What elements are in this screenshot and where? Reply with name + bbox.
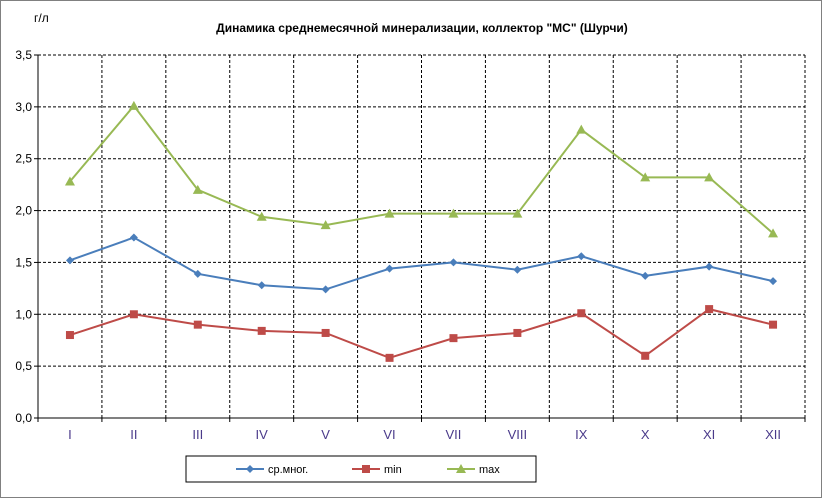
chart-title: Динамика среднемесячной минерализации, к… — [216, 21, 628, 35]
x-tick-label: X — [641, 427, 650, 442]
y-tick-label: 2,5 — [15, 152, 32, 166]
x-tick-label: V — [321, 427, 330, 442]
data-point-2 — [768, 228, 779, 238]
data-point-1 — [577, 309, 586, 318]
data-point-1 — [129, 310, 138, 319]
data-point-2 — [320, 220, 331, 230]
x-tick-label: XI — [703, 427, 715, 442]
series-line-1 — [69, 308, 774, 359]
data-point-1 — [769, 320, 778, 329]
data-point-2 — [192, 184, 203, 194]
data-point-1 — [641, 351, 650, 360]
data-point-1 — [513, 328, 522, 337]
data-point-0 — [257, 281, 266, 290]
data-point-0 — [65, 256, 74, 265]
data-point-1 — [65, 331, 74, 340]
legend-label-0: ср.мног. — [268, 464, 308, 476]
data-point-2 — [704, 172, 715, 182]
data-point-1 — [193, 320, 202, 329]
x-tick-label: XII — [765, 427, 781, 442]
x-tick-label: I — [68, 427, 72, 442]
y-axis-label: г/л — [34, 11, 49, 25]
data-point-0 — [513, 265, 522, 274]
x-tick-label: IX — [575, 427, 588, 442]
x-tick-label: IV — [256, 427, 269, 442]
data-point-0 — [321, 285, 330, 294]
data-point-1 — [321, 328, 330, 337]
data-point-0 — [769, 277, 778, 286]
y-tick-label: 2,0 — [15, 204, 32, 218]
data-point-2 — [256, 211, 267, 221]
data-point-0 — [193, 269, 202, 278]
data-point-0 — [385, 264, 394, 273]
y-tick-label: 3,0 — [15, 100, 32, 114]
data-point-2 — [448, 208, 459, 218]
series-line-0 — [69, 236, 774, 291]
data-point-2 — [384, 208, 395, 218]
data-point-0 — [705, 262, 714, 271]
legend-marker-1 — [362, 465, 370, 473]
data-point-2 — [512, 208, 523, 218]
grid-layer — [38, 54, 806, 418]
data-point-2 — [576, 124, 587, 134]
y-tick-label: 0,5 — [15, 359, 32, 373]
data-point-1 — [449, 334, 458, 343]
data-point-1 — [705, 305, 714, 314]
series-layer — [64, 100, 779, 362]
axis-layer: 0,00,51,01,52,02,53,03,5I II III IV V VI VII VI… — [15, 48, 806, 442]
data-point-0 — [129, 233, 138, 242]
x-tick-label: VII — [446, 427, 462, 442]
x-tick-label: VI — [383, 427, 395, 442]
data-point-1 — [385, 353, 394, 362]
y-tick-label: 0,0 — [15, 411, 32, 425]
legend-marker-0 — [246, 465, 254, 473]
x-tick-label: VIII — [508, 427, 528, 442]
x-tick-label: II — [130, 427, 137, 442]
data-point-2 — [64, 176, 75, 186]
data-point-0 — [577, 252, 586, 261]
data-point-0 — [449, 258, 458, 267]
data-point-1 — [257, 326, 266, 335]
y-tick-label: 3,5 — [15, 48, 32, 62]
y-tick-label: 1,5 — [15, 255, 32, 269]
series-line-2 — [69, 104, 774, 235]
legend: ср.мног. min max — [185, 455, 537, 483]
data-point-2 — [128, 100, 139, 110]
data-point-0 — [641, 271, 650, 280]
legend-label-2: max — [479, 464, 500, 476]
legend-marker-2 — [456, 464, 466, 473]
data-point-2 — [640, 172, 651, 182]
y-tick-label: 1,0 — [15, 307, 32, 321]
legend-label-1: min — [384, 464, 402, 476]
x-tick-label: III — [192, 427, 203, 442]
